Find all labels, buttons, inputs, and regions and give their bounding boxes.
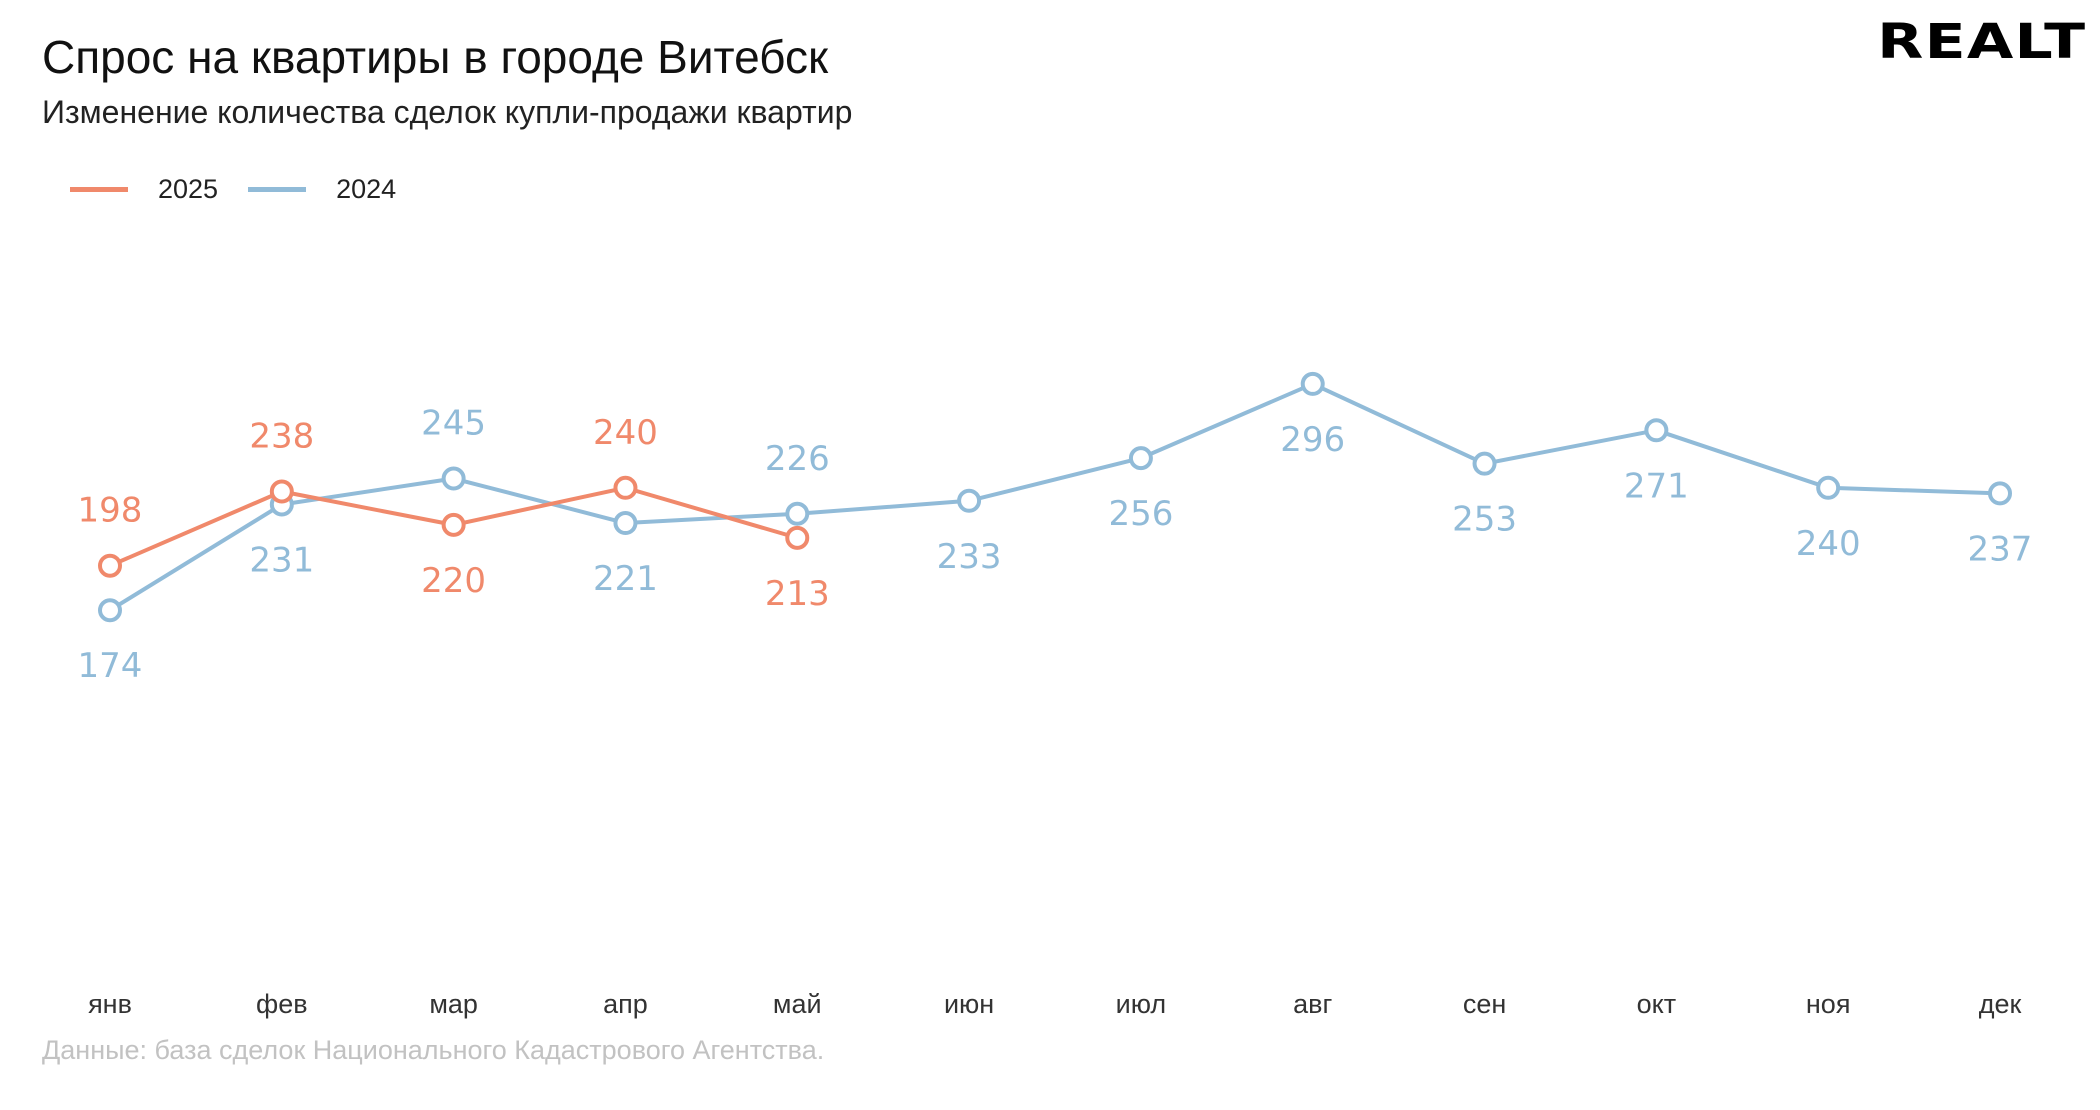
x-tick-label: дек [1979, 989, 2022, 1019]
x-tick-label: май [773, 989, 822, 1019]
data-label-2024: 296 [1280, 420, 1345, 460]
legend-label-2025: 2025 [158, 174, 219, 204]
data-point-2024 [613, 511, 638, 536]
data-point-2025 [441, 512, 466, 537]
chart-subtitle: Изменение количества сделок купли-продаж… [42, 94, 853, 130]
data-label-2024: 226 [765, 439, 830, 479]
data-point-2025 [98, 553, 122, 578]
x-tick-label: фев [256, 989, 308, 1019]
data-point-2024 [785, 501, 810, 526]
legend-label-2024: 2024 [336, 174, 397, 204]
x-tick-label: окт [1637, 989, 1677, 1019]
data-point-2024 [1472, 451, 1497, 476]
legend-swatch-2024 [248, 187, 307, 192]
x-tick-label: сен [1463, 989, 1506, 1019]
data-label-2024: 256 [1108, 494, 1173, 534]
data-label-2025: 240 [593, 413, 658, 453]
data-label-2025: 238 [249, 417, 314, 457]
data-point-2025 [613, 475, 638, 500]
data-label-2024: 174 [78, 646, 143, 686]
chart-title: Спрос на квартиры в городе Витебск [42, 31, 829, 83]
x-tick-label: авг [1293, 989, 1332, 1019]
data-label-2024: 271 [1624, 466, 1689, 506]
data-point-2024 [441, 466, 466, 491]
data-point-2024 [1988, 481, 2012, 506]
realt-logo: REALT [1876, 14, 2086, 70]
data-label-2024: 221 [593, 559, 658, 599]
data-point-2024 [1300, 371, 1325, 396]
data-source-note: Данные: база сделок Национального Кадаст… [42, 1035, 825, 1065]
x-tick-label: янв [88, 989, 132, 1019]
x-tick-label: июл [1116, 989, 1167, 1019]
data-point-2024 [1644, 418, 1669, 443]
data-label-2025: 220 [421, 561, 486, 601]
data-label-2024: 253 [1452, 500, 1517, 540]
x-tick-label: ноя [1806, 989, 1851, 1019]
x-tick-label: июн [944, 989, 994, 1019]
data-label-2025: 213 [765, 574, 830, 614]
data-label-2024: 233 [937, 537, 1002, 577]
data-label-2024: 240 [1796, 524, 1861, 564]
data-point-2024 [1816, 475, 1841, 500]
legend: 2025 2024 [70, 174, 426, 205]
data-label-2025: 198 [78, 491, 143, 531]
data-label-2024: 245 [421, 404, 486, 444]
data-point-2024 [957, 488, 982, 513]
legend-swatch-2025 [70, 187, 128, 192]
data-point-2024 [1128, 446, 1153, 471]
data-point-2024 [98, 598, 122, 623]
data-label-2024: 237 [1968, 529, 2033, 569]
data-label-2024: 231 [249, 540, 314, 580]
data-point-2025 [785, 525, 810, 550]
x-tick-label: мар [429, 989, 478, 1019]
series-line-2024 [108, 381, 2001, 612]
x-tick-label: апр [603, 989, 648, 1019]
data-point-2025 [269, 479, 294, 504]
